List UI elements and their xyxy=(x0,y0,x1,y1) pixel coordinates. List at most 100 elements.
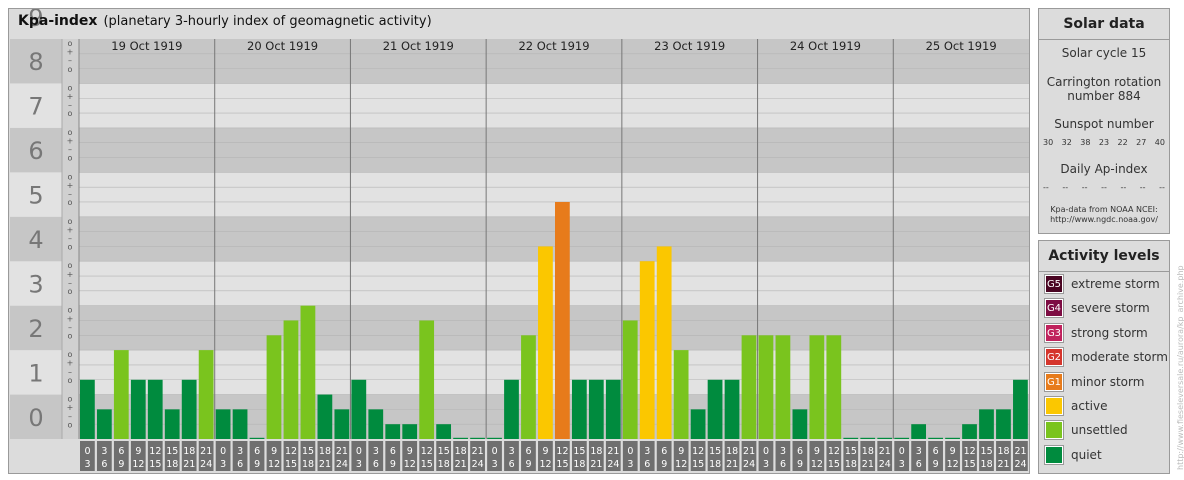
sub-tick-label: o xyxy=(68,306,73,315)
kpa-bar xyxy=(996,409,1011,439)
interval-end-label: 9 xyxy=(933,459,939,470)
kpa-bar xyxy=(419,320,435,439)
interval-box xyxy=(334,441,350,471)
kpa-bar xyxy=(538,246,553,439)
interval-box xyxy=(911,441,927,471)
interval-box xyxy=(555,441,570,471)
interval-box xyxy=(266,441,282,471)
plot-band xyxy=(79,172,1029,217)
interval-end-label: 18 xyxy=(709,459,721,470)
activity-level-label: unsettled xyxy=(1071,423,1128,438)
kpa-bar xyxy=(894,437,910,439)
interval-start-label: 15 xyxy=(981,446,993,457)
interval-start-label: 0 xyxy=(220,446,226,457)
kpa-bar xyxy=(80,379,95,439)
kpa-bar xyxy=(164,409,180,439)
interval-end-label: 21 xyxy=(862,459,874,470)
interval-end-label: 3 xyxy=(899,459,905,470)
sub-tick-label: + xyxy=(67,181,74,190)
y-tick-label: 3 xyxy=(28,270,43,298)
sub-tick-label: o xyxy=(68,331,73,340)
interval-start-label: 21 xyxy=(200,446,212,457)
interval-box xyxy=(673,441,689,471)
interval-box xyxy=(80,441,95,471)
solar-cycle: Solar cycle 15 xyxy=(1061,46,1147,60)
kpa-bar xyxy=(368,409,384,439)
interval-start-label: 15 xyxy=(438,446,450,457)
interval-end-label: 12 xyxy=(947,459,959,470)
kpa-bar xyxy=(979,409,994,439)
kpa-bar xyxy=(673,350,689,439)
y-tick-label: 1 xyxy=(28,359,43,387)
interval-start-label: 9 xyxy=(135,446,141,457)
interval-start-label: 15 xyxy=(166,446,178,457)
interval-end-label: 15 xyxy=(692,459,704,470)
interval-box xyxy=(622,441,638,471)
kpa-bar xyxy=(317,394,333,439)
interval-box xyxy=(945,441,960,471)
interval-box xyxy=(113,441,129,471)
activity-level-label: minor storm xyxy=(1071,374,1145,389)
interval-end-label: 9 xyxy=(661,459,667,470)
activity-level-swatch: G2 xyxy=(1044,347,1064,368)
interval-start-label: 9 xyxy=(407,446,413,457)
interval-start-label: 21 xyxy=(1014,446,1026,457)
kpa-bar xyxy=(96,409,112,439)
kpa-bar xyxy=(571,379,587,439)
sub-tick-label: – xyxy=(68,412,72,421)
ap-value: -- xyxy=(1159,183,1165,192)
y-tick-label: 2 xyxy=(28,315,43,343)
interval-end-label: 6 xyxy=(237,459,243,470)
credit-line-1: Kpa-data from NOAA NCEI: xyxy=(1050,205,1158,214)
activity-level-swatch: G1 xyxy=(1044,371,1064,392)
kpa-bar xyxy=(334,409,350,439)
sub-tick-label: + xyxy=(67,92,74,101)
y-band xyxy=(10,305,62,351)
sunspot-value: 27 xyxy=(1136,138,1147,147)
interval-end-label: 6 xyxy=(373,459,379,470)
interval-end-label: 21 xyxy=(998,459,1010,470)
solar-data-heading: Solar data xyxy=(1039,9,1169,40)
interval-box xyxy=(996,441,1011,471)
interval-end-label: 15 xyxy=(556,459,568,470)
interval-box xyxy=(402,441,418,471)
y-tick-label: 9 xyxy=(28,9,43,32)
plot-band xyxy=(79,83,1029,128)
plot-band xyxy=(79,216,1029,262)
interval-start-label: 12 xyxy=(556,446,568,457)
activity-level-item: G3 strong storm xyxy=(1044,322,1148,343)
activity-level-item: G2 moderate storm xyxy=(1044,347,1168,368)
interval-box xyxy=(928,441,943,471)
interval-box xyxy=(504,441,519,471)
day-label: 20 Oct 1919 xyxy=(247,39,318,53)
solar-data-panel: Solar data Solar cycle 15 Carrington rot… xyxy=(1038,8,1170,234)
sub-tick-label: – xyxy=(68,323,72,332)
kpa-bar xyxy=(911,424,927,439)
plot-band xyxy=(79,127,1029,173)
interval-start-label: 12 xyxy=(828,446,840,457)
sub-tick-label: – xyxy=(68,234,72,243)
interval-box xyxy=(571,441,587,471)
interval-start-label: 18 xyxy=(726,446,738,457)
interval-start-label: 9 xyxy=(271,446,277,457)
sub-tick-label: + xyxy=(67,225,74,234)
interval-end-label: 21 xyxy=(183,459,195,470)
interval-start-label: 3 xyxy=(101,446,107,457)
interval-start-label: 6 xyxy=(661,446,667,457)
kpa-bar xyxy=(487,437,502,439)
sub-tick-label: – xyxy=(68,367,72,376)
interval-box xyxy=(979,441,994,471)
interval-start-label: 0 xyxy=(763,446,769,457)
activity-level-item: G5 extreme storm xyxy=(1044,274,1160,294)
sunspot-values: 30 32 38 23 22 27 40 xyxy=(1043,138,1165,147)
kpa-bar xyxy=(555,201,570,439)
kpa-bar xyxy=(470,437,485,439)
sub-tick-label: + xyxy=(67,403,74,412)
sub-tick-label: o xyxy=(68,243,73,252)
interval-end-label: 9 xyxy=(526,459,532,470)
interval-start-label: 18 xyxy=(862,446,874,457)
interval-start-label: 18 xyxy=(319,446,331,457)
interval-start-label: 0 xyxy=(84,446,90,457)
ap-value: -- xyxy=(1139,183,1146,192)
interval-box xyxy=(181,441,197,471)
